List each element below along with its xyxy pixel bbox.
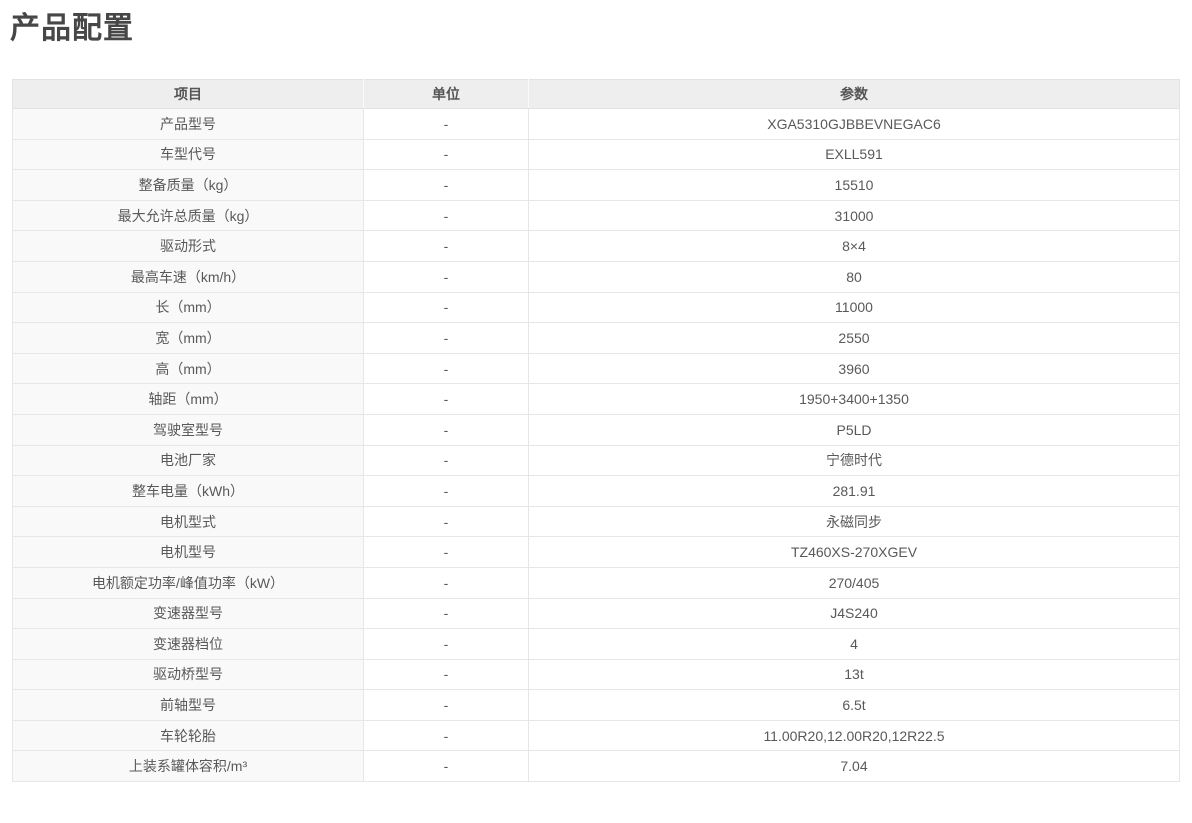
item-cell: 驱动桥型号 xyxy=(12,658,364,691)
unit-cell: - xyxy=(363,536,529,568)
column-header-item: 项目 xyxy=(12,79,364,109)
value-cell: 8×4 xyxy=(528,230,1180,262)
value-cell: TZ460XS-270XGEV xyxy=(528,536,1180,568)
column-header-parameter: 参数 xyxy=(528,79,1180,109)
item-cell: 整备质量（kg） xyxy=(12,169,364,201)
item-cell: 车型代号 xyxy=(12,138,364,171)
column-header-unit: 单位 xyxy=(363,79,529,109)
item-cell: 变速器型号 xyxy=(12,597,364,630)
unit-cell: - xyxy=(363,383,529,415)
table-row: 变速器档位 - 4 xyxy=(12,628,1180,660)
table-row: 产品型号 - XGA5310GJBBEVNEGAC6 xyxy=(12,108,1180,140)
unit-cell: - xyxy=(363,750,529,783)
table-row: 最高车速（km/h） - 80 xyxy=(12,260,1180,293)
value-cell: 6.5t xyxy=(528,689,1180,721)
value-cell: 永磁同步 xyxy=(528,505,1180,538)
unit-cell: - xyxy=(363,291,529,324)
value-cell: 7.04 xyxy=(528,750,1180,783)
table-row: 驾驶室型号 - P5LD xyxy=(12,413,1180,446)
value-cell: 11.00R20,12.00R20,12R22.5 xyxy=(528,719,1180,752)
value-cell: XGA5310GJBBEVNEGAC6 xyxy=(528,108,1180,140)
table-row: 长（mm） - 11000 xyxy=(12,291,1180,324)
unit-cell: - xyxy=(363,444,529,477)
table-row: 高（mm） - 3960 xyxy=(12,352,1180,385)
item-cell: 最大允许总质量（kg） xyxy=(12,199,364,232)
table-row: 车型代号 - EXLL591 xyxy=(12,138,1180,171)
unit-cell: - xyxy=(363,475,529,507)
value-cell: 31000 xyxy=(528,199,1180,232)
item-cell: 轴距（mm） xyxy=(12,383,364,415)
value-cell: 宁德时代 xyxy=(528,444,1180,477)
value-cell: 2550 xyxy=(528,322,1180,354)
unit-cell: - xyxy=(363,322,529,354)
item-cell: 电机额定功率/峰值功率（kW） xyxy=(12,566,364,599)
table-row: 前轴型号 - 6.5t xyxy=(12,689,1180,721)
item-cell: 电池厂家 xyxy=(12,444,364,477)
table-row: 驱动桥型号 - 13t xyxy=(12,658,1180,691)
value-cell: 1950+3400+1350 xyxy=(528,383,1180,415)
header-row: 项目 单位 参数 xyxy=(12,79,1180,109)
table-header: 项目 单位 参数 xyxy=(12,79,1180,109)
table-row: 电池厂家 - 宁德时代 xyxy=(12,444,1180,477)
table-row: 变速器型号 - J4S240 xyxy=(12,597,1180,630)
table-row: 车轮轮胎 - 11.00R20,12.00R20,12R22.5 xyxy=(12,719,1180,752)
unit-cell: - xyxy=(363,566,529,599)
unit-cell: - xyxy=(363,505,529,538)
value-cell: 11000 xyxy=(528,291,1180,324)
value-cell: 80 xyxy=(528,260,1180,293)
unit-cell: - xyxy=(363,689,529,721)
page-title: 产品配置 xyxy=(10,12,134,45)
value-cell: 4 xyxy=(528,628,1180,660)
unit-cell: - xyxy=(363,628,529,660)
table-row: 整备质量（kg） - 15510 xyxy=(12,169,1180,201)
table-row: 电机型号 - TZ460XS-270XGEV xyxy=(12,536,1180,568)
unit-cell: - xyxy=(363,597,529,630)
item-cell: 上装系罐体容积/m³ xyxy=(12,750,364,783)
unit-cell: - xyxy=(363,260,529,293)
table-row: 轴距（mm） - 1950+3400+1350 xyxy=(12,383,1180,415)
table-row: 最大允许总质量（kg） - 31000 xyxy=(12,199,1180,232)
item-cell: 高（mm） xyxy=(12,352,364,385)
value-cell: 281.91 xyxy=(528,475,1180,507)
unit-cell: - xyxy=(363,352,529,385)
unit-cell: - xyxy=(363,199,529,232)
value-cell: EXLL591 xyxy=(528,138,1180,171)
value-cell: 3960 xyxy=(528,352,1180,385)
table-row: 电机型式 - 永磁同步 xyxy=(12,505,1180,538)
item-cell: 前轴型号 xyxy=(12,689,364,721)
item-cell: 驾驶室型号 xyxy=(12,413,364,446)
unit-cell: - xyxy=(363,230,529,262)
unit-cell: - xyxy=(363,719,529,752)
table-row: 整车电量（kWh） - 281.91 xyxy=(12,475,1180,507)
unit-cell: - xyxy=(363,138,529,171)
table-row: 电机额定功率/峰值功率（kW） - 270/405 xyxy=(12,566,1180,599)
value-cell: 15510 xyxy=(528,169,1180,201)
unit-cell: - xyxy=(363,108,529,140)
product-config-table: 项目 单位 参数 产品型号 - XGA5310GJBBEVNEGAC6 车型代号… xyxy=(12,79,1180,783)
table-row: 上装系罐体容积/m³ - 7.04 xyxy=(12,750,1180,783)
item-cell: 车轮轮胎 xyxy=(12,719,364,752)
table-row: 宽（mm） - 2550 xyxy=(12,322,1180,354)
item-cell: 电机型式 xyxy=(12,505,364,538)
item-cell: 电机型号 xyxy=(12,536,364,568)
item-cell: 整车电量（kWh） xyxy=(12,475,364,507)
item-cell: 宽（mm） xyxy=(12,322,364,354)
item-cell: 最高车速（km/h） xyxy=(12,260,364,293)
value-cell: P5LD xyxy=(528,413,1180,446)
item-cell: 长（mm） xyxy=(12,291,364,324)
value-cell: 270/405 xyxy=(528,566,1180,599)
item-cell: 产品型号 xyxy=(12,108,364,140)
unit-cell: - xyxy=(363,413,529,446)
unit-cell: - xyxy=(363,169,529,201)
value-cell: J4S240 xyxy=(528,597,1180,630)
table-row: 驱动形式 - 8×4 xyxy=(12,230,1180,262)
item-cell: 驱动形式 xyxy=(12,230,364,262)
item-cell: 变速器档位 xyxy=(12,628,364,660)
unit-cell: - xyxy=(363,658,529,691)
value-cell: 13t xyxy=(528,658,1180,691)
table-body: 产品型号 - XGA5310GJBBEVNEGAC6 车型代号 - EXLL59… xyxy=(12,108,1180,783)
